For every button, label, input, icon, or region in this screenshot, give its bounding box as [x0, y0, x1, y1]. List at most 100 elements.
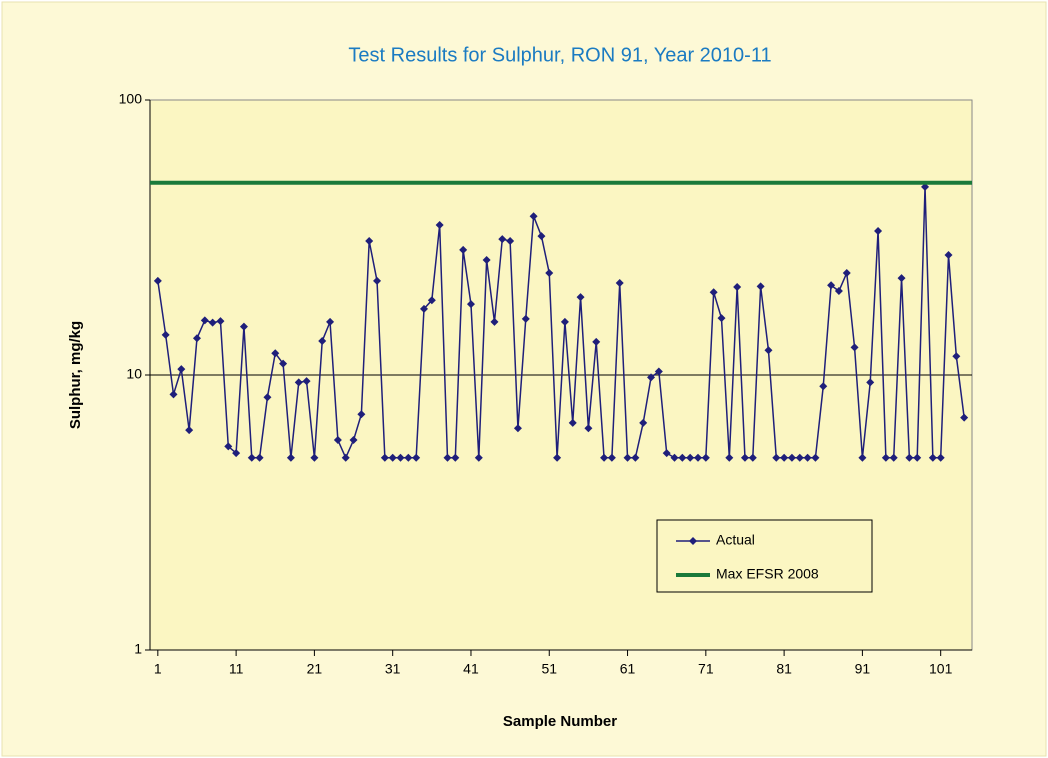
data-point	[435, 221, 444, 230]
data-point	[521, 314, 530, 323]
data-point	[545, 268, 554, 277]
data-point	[944, 251, 953, 260]
data-point	[388, 453, 397, 462]
data-point	[858, 453, 867, 462]
data-point	[897, 274, 906, 283]
data-point	[615, 279, 624, 288]
data-point	[169, 390, 178, 399]
data-point	[451, 453, 460, 462]
data-point	[756, 282, 765, 291]
data-point	[349, 436, 358, 445]
x-tick-label: 51	[541, 661, 557, 677]
data-point	[803, 453, 812, 462]
legend-marker	[689, 537, 697, 545]
x-axis-title: Sample Number	[503, 713, 617, 730]
data-point	[302, 377, 311, 386]
data-point	[576, 293, 585, 302]
y-tick-label: 1	[134, 641, 142, 657]
data-point	[333, 436, 342, 445]
x-tick-label: 41	[463, 661, 479, 677]
y-axis-title: Sulphur, mg/kg	[67, 321, 84, 429]
data-point	[255, 453, 264, 462]
data-point	[380, 453, 389, 462]
data-point	[560, 317, 569, 326]
legend-label: Actual	[716, 532, 755, 548]
data-point	[326, 317, 335, 326]
data-point	[498, 235, 507, 244]
legend-box	[656, 519, 873, 593]
data-point	[819, 382, 828, 391]
data-point	[647, 373, 656, 382]
y-tick-label: 10	[126, 366, 142, 382]
data-point	[271, 349, 280, 358]
data-point	[286, 453, 295, 462]
data-point	[153, 276, 162, 285]
data-point	[607, 453, 616, 462]
data-point	[365, 237, 374, 246]
data-point	[733, 282, 742, 291]
data-point	[787, 453, 796, 462]
data-point	[764, 346, 773, 355]
data-point	[506, 237, 515, 246]
data-point	[694, 453, 702, 462]
data-point	[192, 334, 201, 343]
data-point	[396, 453, 405, 462]
data-point	[686, 453, 695, 462]
data-point	[960, 413, 969, 422]
data-point	[928, 453, 937, 462]
data-point	[780, 453, 789, 462]
data-point	[490, 317, 499, 326]
data-point	[850, 343, 859, 352]
data-point	[795, 453, 804, 462]
series-line	[157, 186, 965, 460]
data-point	[725, 453, 734, 462]
data-point	[881, 453, 890, 462]
data-point	[553, 453, 562, 462]
data-point	[177, 365, 186, 374]
data-point	[811, 453, 820, 462]
data-point	[404, 453, 413, 462]
data-point	[373, 276, 382, 285]
data-point	[474, 453, 483, 462]
data-point	[224, 442, 233, 451]
x-tick-label: 81	[776, 661, 792, 677]
data-point	[482, 255, 491, 264]
data-point	[866, 378, 875, 387]
legend-label: Max EFSR 2008	[716, 566, 819, 582]
data-point	[905, 453, 914, 462]
data-point	[341, 453, 350, 462]
data-point	[952, 352, 961, 361]
data-point	[834, 287, 843, 296]
data-point	[827, 281, 836, 290]
x-tick-label: 91	[855, 661, 871, 677]
x-tick-label: 31	[385, 661, 401, 677]
data-point	[662, 449, 671, 458]
data-point	[654, 367, 663, 376]
data-point	[623, 453, 632, 462]
data-point	[600, 453, 609, 462]
data-point	[357, 410, 366, 419]
data-point	[921, 182, 930, 191]
data-point	[412, 453, 421, 462]
data-point	[537, 232, 546, 241]
x-tick-label: 21	[307, 661, 323, 677]
data-point	[208, 318, 217, 327]
data-point	[161, 330, 170, 339]
data-point	[513, 424, 522, 433]
data-point	[318, 336, 327, 345]
x-tick-label: 71	[698, 661, 714, 677]
data-point	[678, 453, 687, 462]
data-point	[639, 418, 648, 427]
data-point	[740, 453, 749, 462]
data-point	[842, 268, 851, 277]
data-point	[279, 359, 288, 368]
data-point	[294, 378, 303, 387]
x-tick-label: 1	[154, 661, 162, 677]
data-point	[584, 424, 593, 433]
data-point	[568, 418, 577, 427]
x-tick-label: 11	[229, 661, 244, 677]
x-tick-label: 101	[929, 661, 953, 677]
data-point	[263, 393, 272, 402]
